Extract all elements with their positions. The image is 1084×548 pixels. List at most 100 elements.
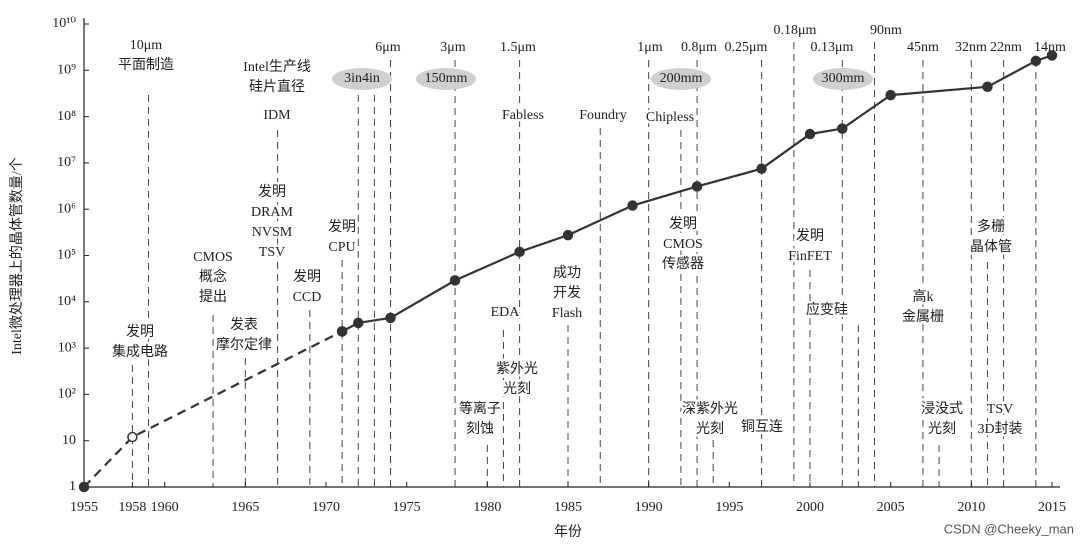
data-point bbox=[514, 246, 525, 258]
data-point bbox=[78, 481, 90, 493]
x-tick-label: 1970 bbox=[312, 500, 340, 515]
annotation: 0.8μm bbox=[681, 40, 717, 55]
y-tick-label: 1 bbox=[69, 479, 76, 494]
annotation: Fabless bbox=[502, 108, 544, 123]
x-tick-label: 2015 bbox=[1038, 500, 1066, 515]
annotation: 发明 bbox=[328, 219, 356, 235]
data-point bbox=[627, 200, 638, 211]
annotation: 光刻 bbox=[928, 421, 956, 437]
annotation: 刻蚀 bbox=[466, 421, 494, 437]
x-tick-label: 1990 bbox=[635, 500, 663, 515]
y-tick-label: 10⁷ bbox=[57, 155, 76, 170]
annotation: CMOS bbox=[663, 237, 703, 252]
data-point bbox=[982, 81, 993, 93]
annotation: 3D封装 bbox=[977, 421, 1022, 437]
annotation: 14nm bbox=[1034, 40, 1066, 55]
data-point bbox=[885, 89, 896, 101]
annotation: Foundry bbox=[579, 108, 626, 123]
annotation: 传感器 bbox=[662, 255, 704, 272]
annotation: 硅片直径 bbox=[249, 78, 305, 95]
annotation: TSV bbox=[987, 402, 1013, 417]
annotation: 45nm bbox=[907, 40, 939, 55]
annotation: 10μm bbox=[130, 38, 163, 53]
annotation: 150mm bbox=[425, 71, 468, 86]
annotation: TSV bbox=[259, 245, 285, 260]
annotation: 等离子 bbox=[459, 400, 501, 417]
data-point bbox=[336, 326, 348, 337]
annotation: 0.18μm bbox=[774, 23, 817, 38]
annotation: FinFET bbox=[788, 249, 832, 264]
annotation: 22nm bbox=[990, 40, 1022, 55]
annotation: 发表 bbox=[230, 317, 258, 333]
annotation: 发明 bbox=[796, 228, 824, 244]
data-point bbox=[804, 128, 816, 140]
annotation: EDA bbox=[491, 305, 521, 320]
annotation: Flash bbox=[552, 306, 582, 321]
annotation: 摩尔定律 bbox=[216, 336, 272, 353]
x-tick-label: 1965 bbox=[231, 500, 259, 515]
annotation: 0.13μm bbox=[811, 40, 854, 55]
annotation: 光刻 bbox=[696, 421, 724, 437]
annotation: CPU bbox=[328, 240, 355, 255]
data-point bbox=[837, 123, 848, 134]
x-tick-label: 1995 bbox=[715, 500, 743, 515]
y-tick-label: 10¹⁰ bbox=[52, 16, 76, 31]
x-tick-label: 1975 bbox=[393, 500, 421, 515]
data-point bbox=[127, 431, 138, 443]
y-tick-label: 10⁴ bbox=[57, 294, 76, 309]
wafer-oval bbox=[332, 68, 392, 90]
annotation: CCD bbox=[293, 290, 322, 305]
annotation: DRAM bbox=[251, 205, 294, 220]
y-axis-label: Intel微处理器上的晶体管数量/个 bbox=[9, 157, 25, 355]
annotation: 集成电路 bbox=[112, 343, 168, 360]
annotation: 发明 bbox=[126, 324, 154, 340]
annotation: 3μm bbox=[440, 40, 466, 55]
annotation: 浸没式 bbox=[921, 401, 963, 417]
annotation: 发明 bbox=[669, 216, 697, 232]
x-tick-label: 1955 bbox=[70, 500, 98, 515]
x-tick-label: 2010 bbox=[957, 500, 985, 515]
annotation: NVSM bbox=[252, 225, 293, 240]
annotation: 深紫外光 bbox=[682, 401, 738, 417]
x-tick-label: 2005 bbox=[877, 500, 905, 515]
annotation: 紫外光 bbox=[496, 361, 538, 377]
wafer-oval bbox=[416, 68, 476, 90]
y-tick-label: 10⁵ bbox=[57, 248, 76, 263]
wafer-oval bbox=[651, 68, 711, 90]
annotation: 32nm bbox=[955, 40, 987, 55]
data-point bbox=[691, 181, 703, 192]
annotation: 晶体管 bbox=[970, 239, 1012, 255]
annotation: 光刻 bbox=[503, 381, 531, 397]
annotation: 金属栅 bbox=[902, 309, 944, 325]
x-axis-label: 年份 bbox=[554, 524, 582, 540]
data-point bbox=[385, 312, 396, 324]
annotation: 1μm bbox=[637, 40, 663, 55]
x-tick-label: 1960 bbox=[151, 500, 179, 515]
x-tick-label: 1985 bbox=[554, 500, 582, 515]
y-tick-label: 10⁹ bbox=[57, 63, 76, 78]
x-tick-label: 2000 bbox=[796, 500, 824, 515]
annotation: 0.25μm bbox=[725, 40, 768, 55]
data-point bbox=[1046, 50, 1058, 61]
x-tick-label: 1980 bbox=[473, 500, 501, 515]
annotation: Intel生产线 bbox=[243, 59, 311, 75]
x-tick-label: 1958 bbox=[118, 500, 146, 515]
annotation: 概念 bbox=[199, 268, 227, 285]
annotation: 90nm bbox=[870, 23, 902, 38]
annotation: 成功 bbox=[553, 265, 581, 281]
annotation: 发明 bbox=[293, 269, 321, 285]
annotation: Chipless bbox=[646, 110, 694, 125]
annotation: 200mm bbox=[660, 71, 703, 86]
data-line bbox=[83, 330, 343, 488]
data-point bbox=[353, 317, 364, 329]
annotation: 铜互连 bbox=[741, 419, 783, 435]
annotation: 3in4in bbox=[344, 71, 380, 86]
annotation: 多栅 bbox=[977, 218, 1005, 235]
annotation: 应变硅 bbox=[806, 301, 848, 318]
annotation: 1.5μm bbox=[500, 40, 536, 55]
watermark: CSDN @Cheeky_man bbox=[944, 521, 1074, 536]
y-tick-label: 10² bbox=[58, 387, 76, 402]
annotation: 高k bbox=[913, 288, 934, 305]
